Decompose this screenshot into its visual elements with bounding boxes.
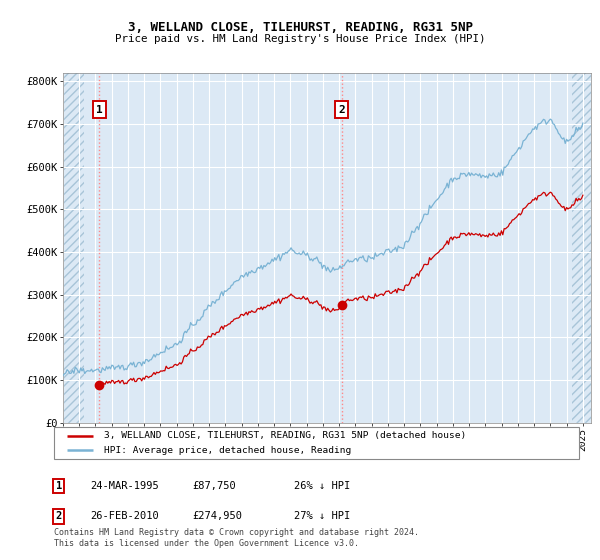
Text: Price paid vs. HM Land Registry's House Price Index (HPI): Price paid vs. HM Land Registry's House … [115, 34, 485, 44]
Text: £274,950: £274,950 [192, 511, 242, 521]
Text: 26-FEB-2010: 26-FEB-2010 [90, 511, 159, 521]
Text: Contains HM Land Registry data © Crown copyright and database right 2024.
This d: Contains HM Land Registry data © Crown c… [54, 528, 419, 548]
Text: 2: 2 [338, 105, 345, 115]
Text: HPI: Average price, detached house, Reading: HPI: Average price, detached house, Read… [104, 446, 351, 455]
Text: 24-MAR-1995: 24-MAR-1995 [90, 481, 159, 491]
Text: 27% ↓ HPI: 27% ↓ HPI [294, 511, 350, 521]
Text: 26% ↓ HPI: 26% ↓ HPI [294, 481, 350, 491]
Text: 3, WELLAND CLOSE, TILEHURST, READING, RG31 5NP: 3, WELLAND CLOSE, TILEHURST, READING, RG… [128, 21, 473, 34]
Text: 3, WELLAND CLOSE, TILEHURST, READING, RG31 5NP (detached house): 3, WELLAND CLOSE, TILEHURST, READING, RG… [104, 431, 466, 440]
Text: 1: 1 [96, 105, 103, 115]
Text: 2: 2 [56, 511, 62, 521]
Text: 1: 1 [56, 481, 62, 491]
Text: £87,750: £87,750 [192, 481, 236, 491]
